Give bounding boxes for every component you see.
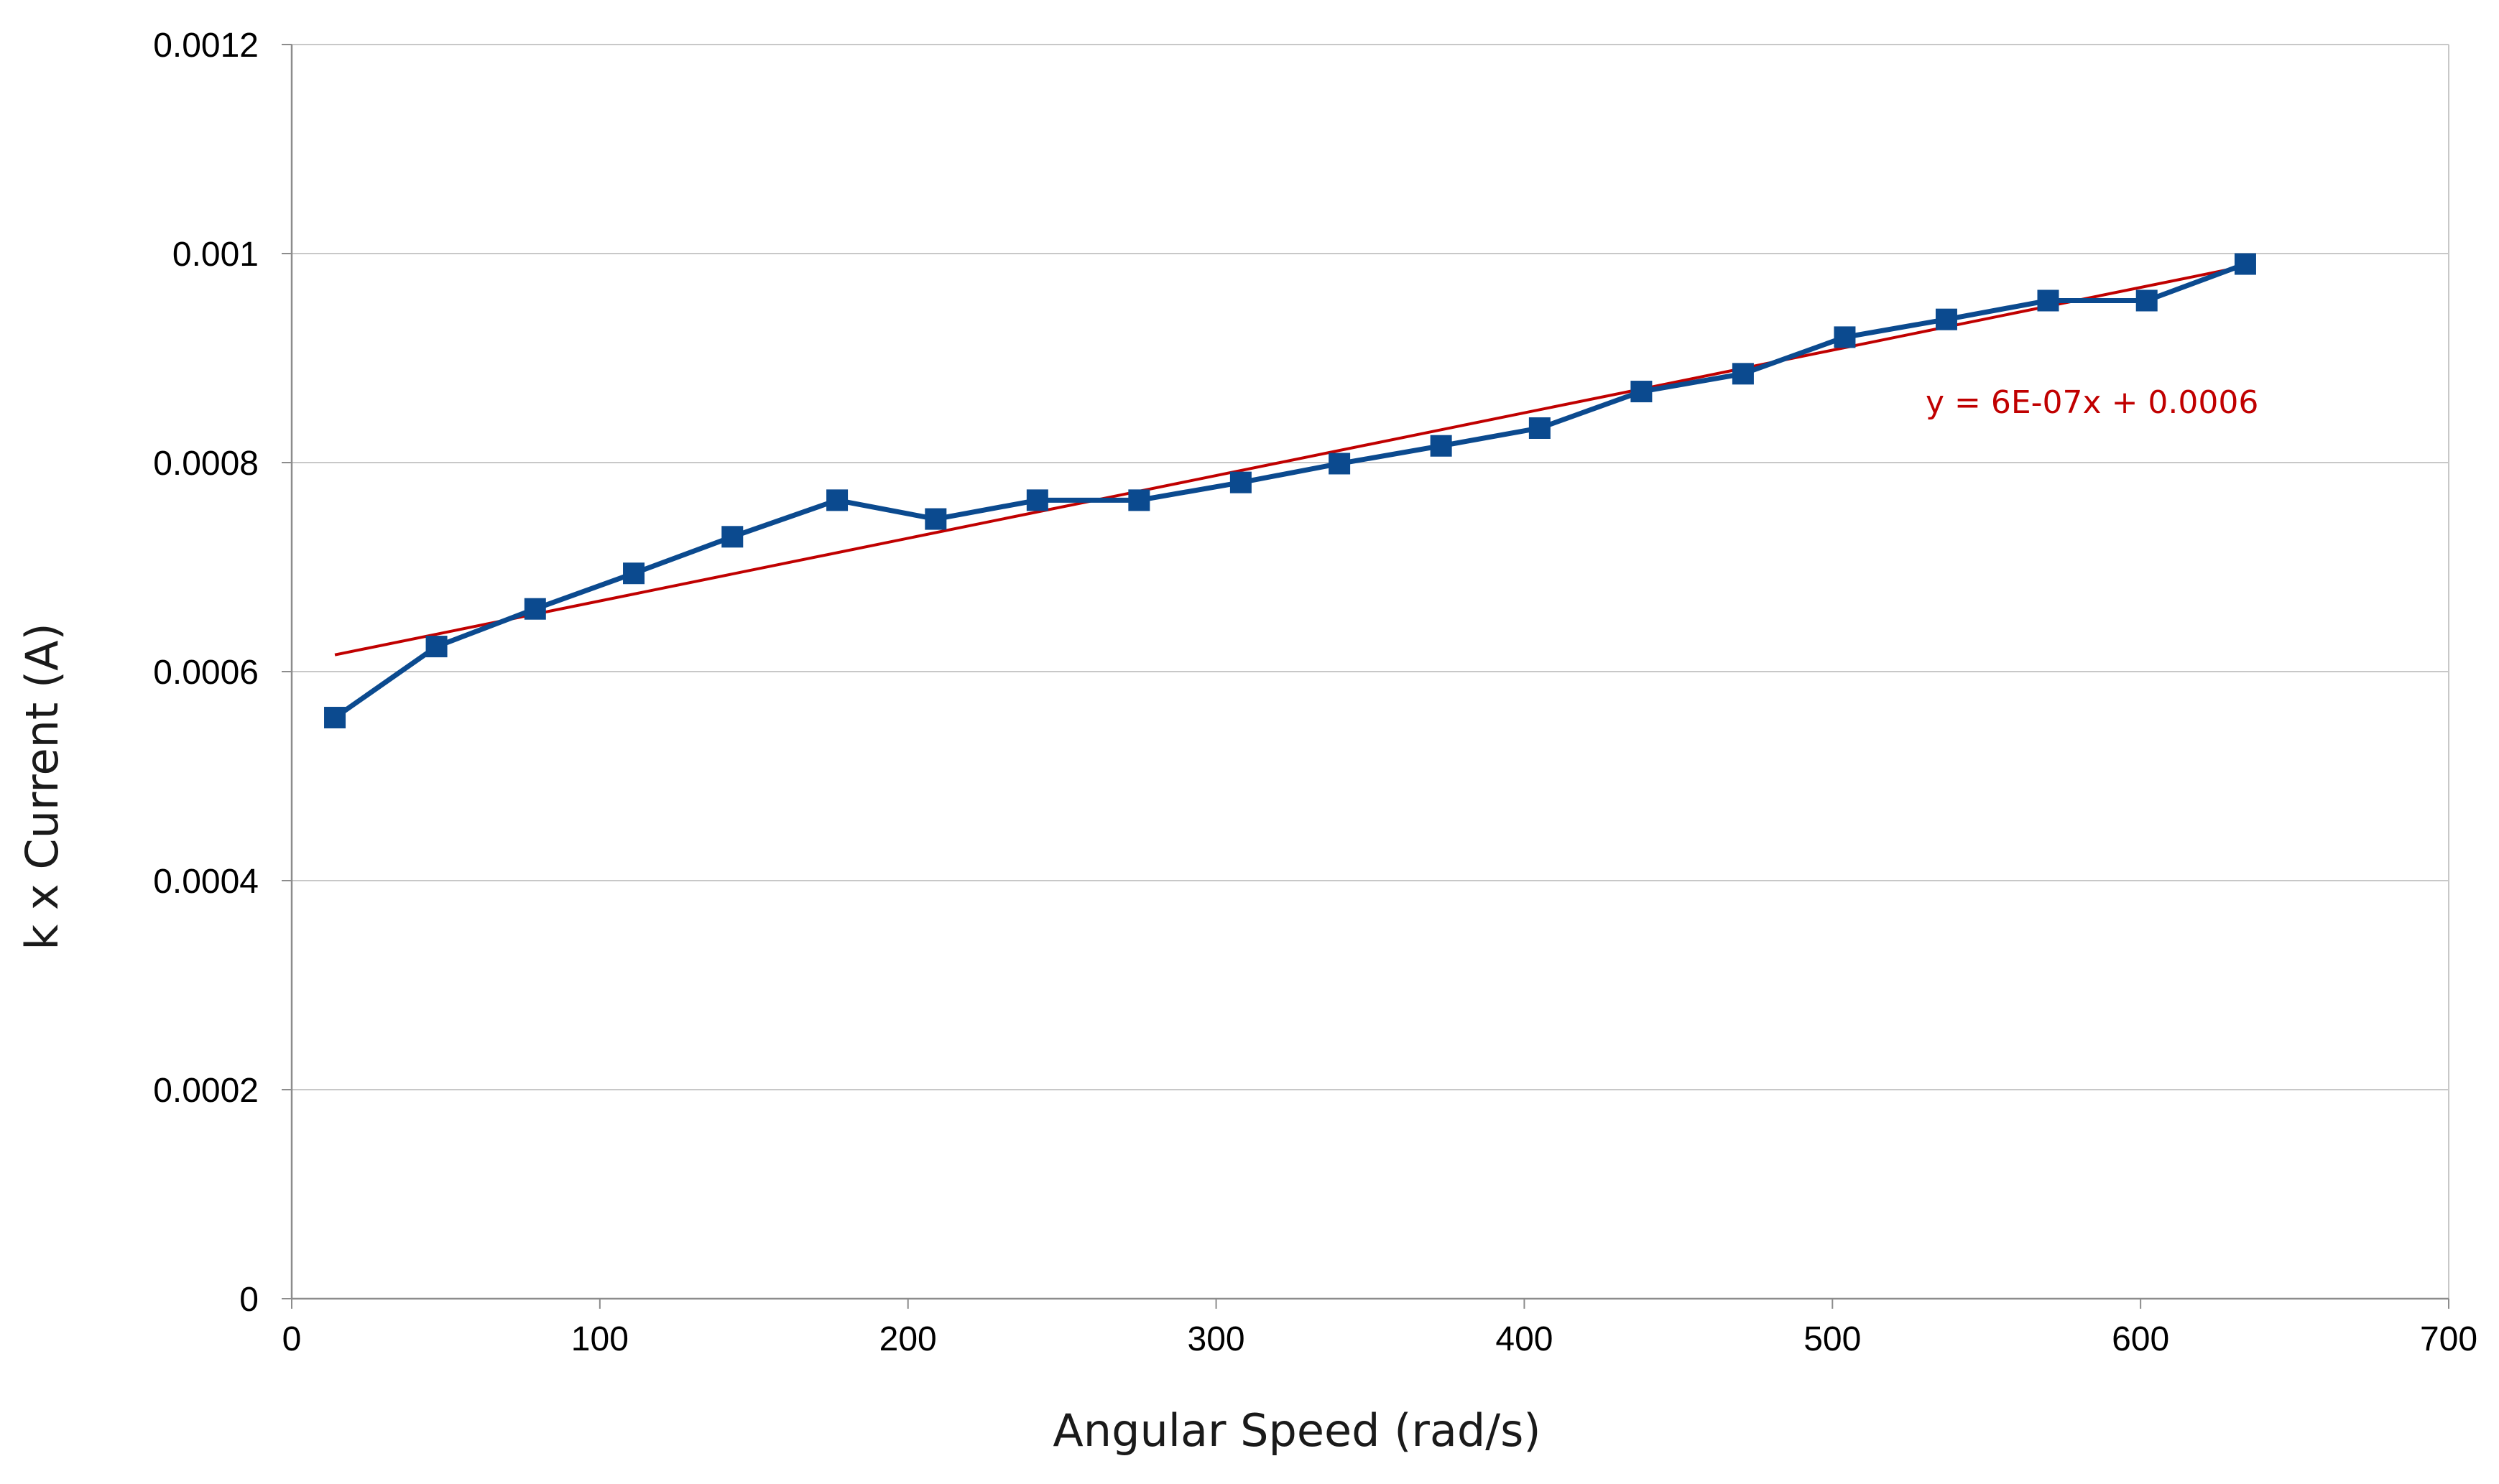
- y-tick-label: 0.001: [172, 236, 259, 274]
- trendline-group: [334, 264, 2246, 657]
- data-point-marker: [1329, 453, 1351, 475]
- data-point-marker: [623, 562, 645, 585]
- x-tick-label: 200: [879, 1320, 937, 1358]
- series-group: [324, 253, 2256, 729]
- data-point-marker: [1935, 308, 1957, 330]
- data-point-marker: [1128, 489, 1150, 511]
- data-point-marker: [524, 598, 546, 620]
- y-tick-label: 0.0006: [153, 654, 259, 692]
- data-point-marker: [1732, 363, 1754, 385]
- trendline-equation: y = 6E-07x + 0.0006: [1926, 384, 2258, 421]
- data-point-marker: [1834, 326, 1856, 348]
- data-point-marker: [721, 526, 744, 548]
- data-point-marker: [425, 636, 448, 658]
- y-tick-label: 0.0002: [153, 1072, 259, 1110]
- x-tick-label: 400: [1495, 1320, 1553, 1358]
- y-tick-label: 0.0008: [153, 445, 259, 483]
- y-axis-title: k x Current (A): [16, 623, 68, 950]
- x-tick-label: 0: [282, 1320, 302, 1358]
- data-point-marker: [925, 508, 947, 530]
- x-tick-label: 100: [571, 1320, 629, 1358]
- y-tick-label: 0: [239, 1281, 259, 1319]
- series-line: [333, 261, 2247, 720]
- x-tick-label: 300: [1188, 1320, 1245, 1358]
- data-point-marker: [1630, 381, 1653, 403]
- data-point-marker: [1430, 435, 1452, 457]
- x-tick-label: 600: [2112, 1320, 2169, 1358]
- y-tick-label: 0.0004: [153, 863, 259, 901]
- y-tick-label: 0.0012: [153, 27, 259, 65]
- axes: [282, 44, 2449, 1309]
- data-point-marker: [2234, 253, 2256, 275]
- x-tick-label: 500: [1803, 1320, 1861, 1358]
- data-point-marker: [1229, 471, 1252, 493]
- x-tick-label: 700: [2420, 1320, 2477, 1358]
- data-point-marker: [2037, 289, 2059, 312]
- x-axis-title: Angular Speed (rad/s): [1053, 1404, 1540, 1457]
- data-point-marker: [324, 707, 346, 729]
- trendline: [334, 264, 2246, 657]
- data-point-marker: [1026, 489, 1048, 511]
- gridlines: [292, 44, 2449, 1299]
- tick-labels: 0 0.0002 0.0004 0.0006 0.0008 0.001 0.0012 0 100…: [153, 27, 2477, 1358]
- data-point-marker: [826, 489, 849, 511]
- data-point-marker: [1528, 417, 1551, 439]
- data-point-marker: [2135, 289, 2158, 312]
